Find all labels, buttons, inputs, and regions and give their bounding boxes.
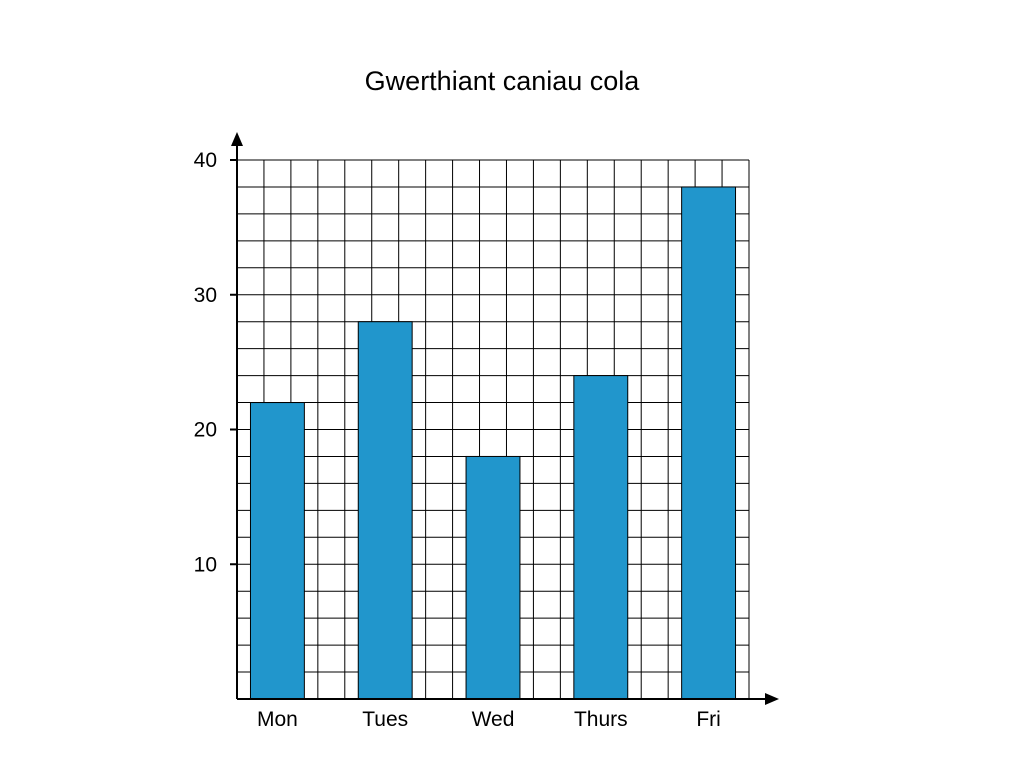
- y-tick-label-10: 10: [194, 553, 217, 576]
- x-tick-label-wed: Wed: [472, 708, 515, 731]
- y-axis-arrow-icon: [231, 132, 243, 146]
- y-tick-label-40: 40: [194, 149, 217, 172]
- bar-fri: [681, 186, 737, 700]
- bar-thurs: [573, 375, 629, 700]
- axes: [231, 132, 779, 705]
- bar-wed: [465, 455, 521, 700]
- bar-mon: [249, 402, 305, 700]
- y-tick-label-20: 20: [194, 419, 217, 442]
- x-tick-label-thurs: Thurs: [574, 708, 628, 731]
- bar-tues: [357, 321, 413, 700]
- y-tick-labels: 10 20 30 40: [194, 149, 237, 576]
- bars: [249, 186, 737, 700]
- y-tick-label-30: 30: [194, 284, 217, 307]
- x-axis-arrow-icon: [765, 693, 779, 705]
- x-tick-label-fri: Fri: [696, 708, 721, 731]
- chart-title: Gwerthiant caniau cola: [364, 66, 640, 96]
- x-tick-label-mon: Mon: [257, 708, 298, 731]
- x-tick-labels: Mon Tues Wed Thurs Fri: [257, 708, 721, 731]
- x-tick-label-tues: Tues: [362, 708, 408, 731]
